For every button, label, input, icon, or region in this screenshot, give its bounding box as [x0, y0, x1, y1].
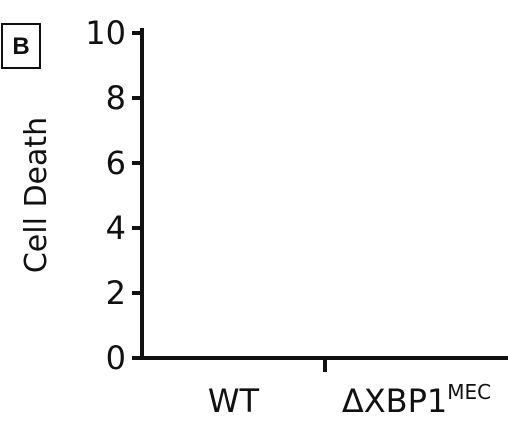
y-tick-label: 4 [106, 209, 126, 247]
x-tick-label-superscript: MEC [447, 380, 491, 404]
y-tick-label: 8 [106, 79, 126, 117]
y-tick-label: 2 [106, 274, 126, 312]
x-tick-label: WT [208, 382, 260, 420]
y-tick-label: 10 [85, 14, 126, 52]
x-tick-label-main: WT [208, 382, 260, 420]
panel-label-text: B [12, 33, 29, 60]
y-tick-label: 6 [106, 144, 126, 182]
x-ticks: WT ΔXBP1MEC [208, 358, 491, 420]
panel-label: B [1, 23, 41, 69]
y-tick-label: 0 [106, 339, 126, 377]
y-ticks: 0 2 4 6 8 10 [85, 14, 142, 377]
x-tick-label: ΔXBP1MEC [342, 380, 491, 420]
panel-label-box [1, 23, 41, 69]
x-tick-label-main: ΔXBP1 [342, 382, 447, 420]
y-axis-title: Cell Death [19, 117, 54, 273]
